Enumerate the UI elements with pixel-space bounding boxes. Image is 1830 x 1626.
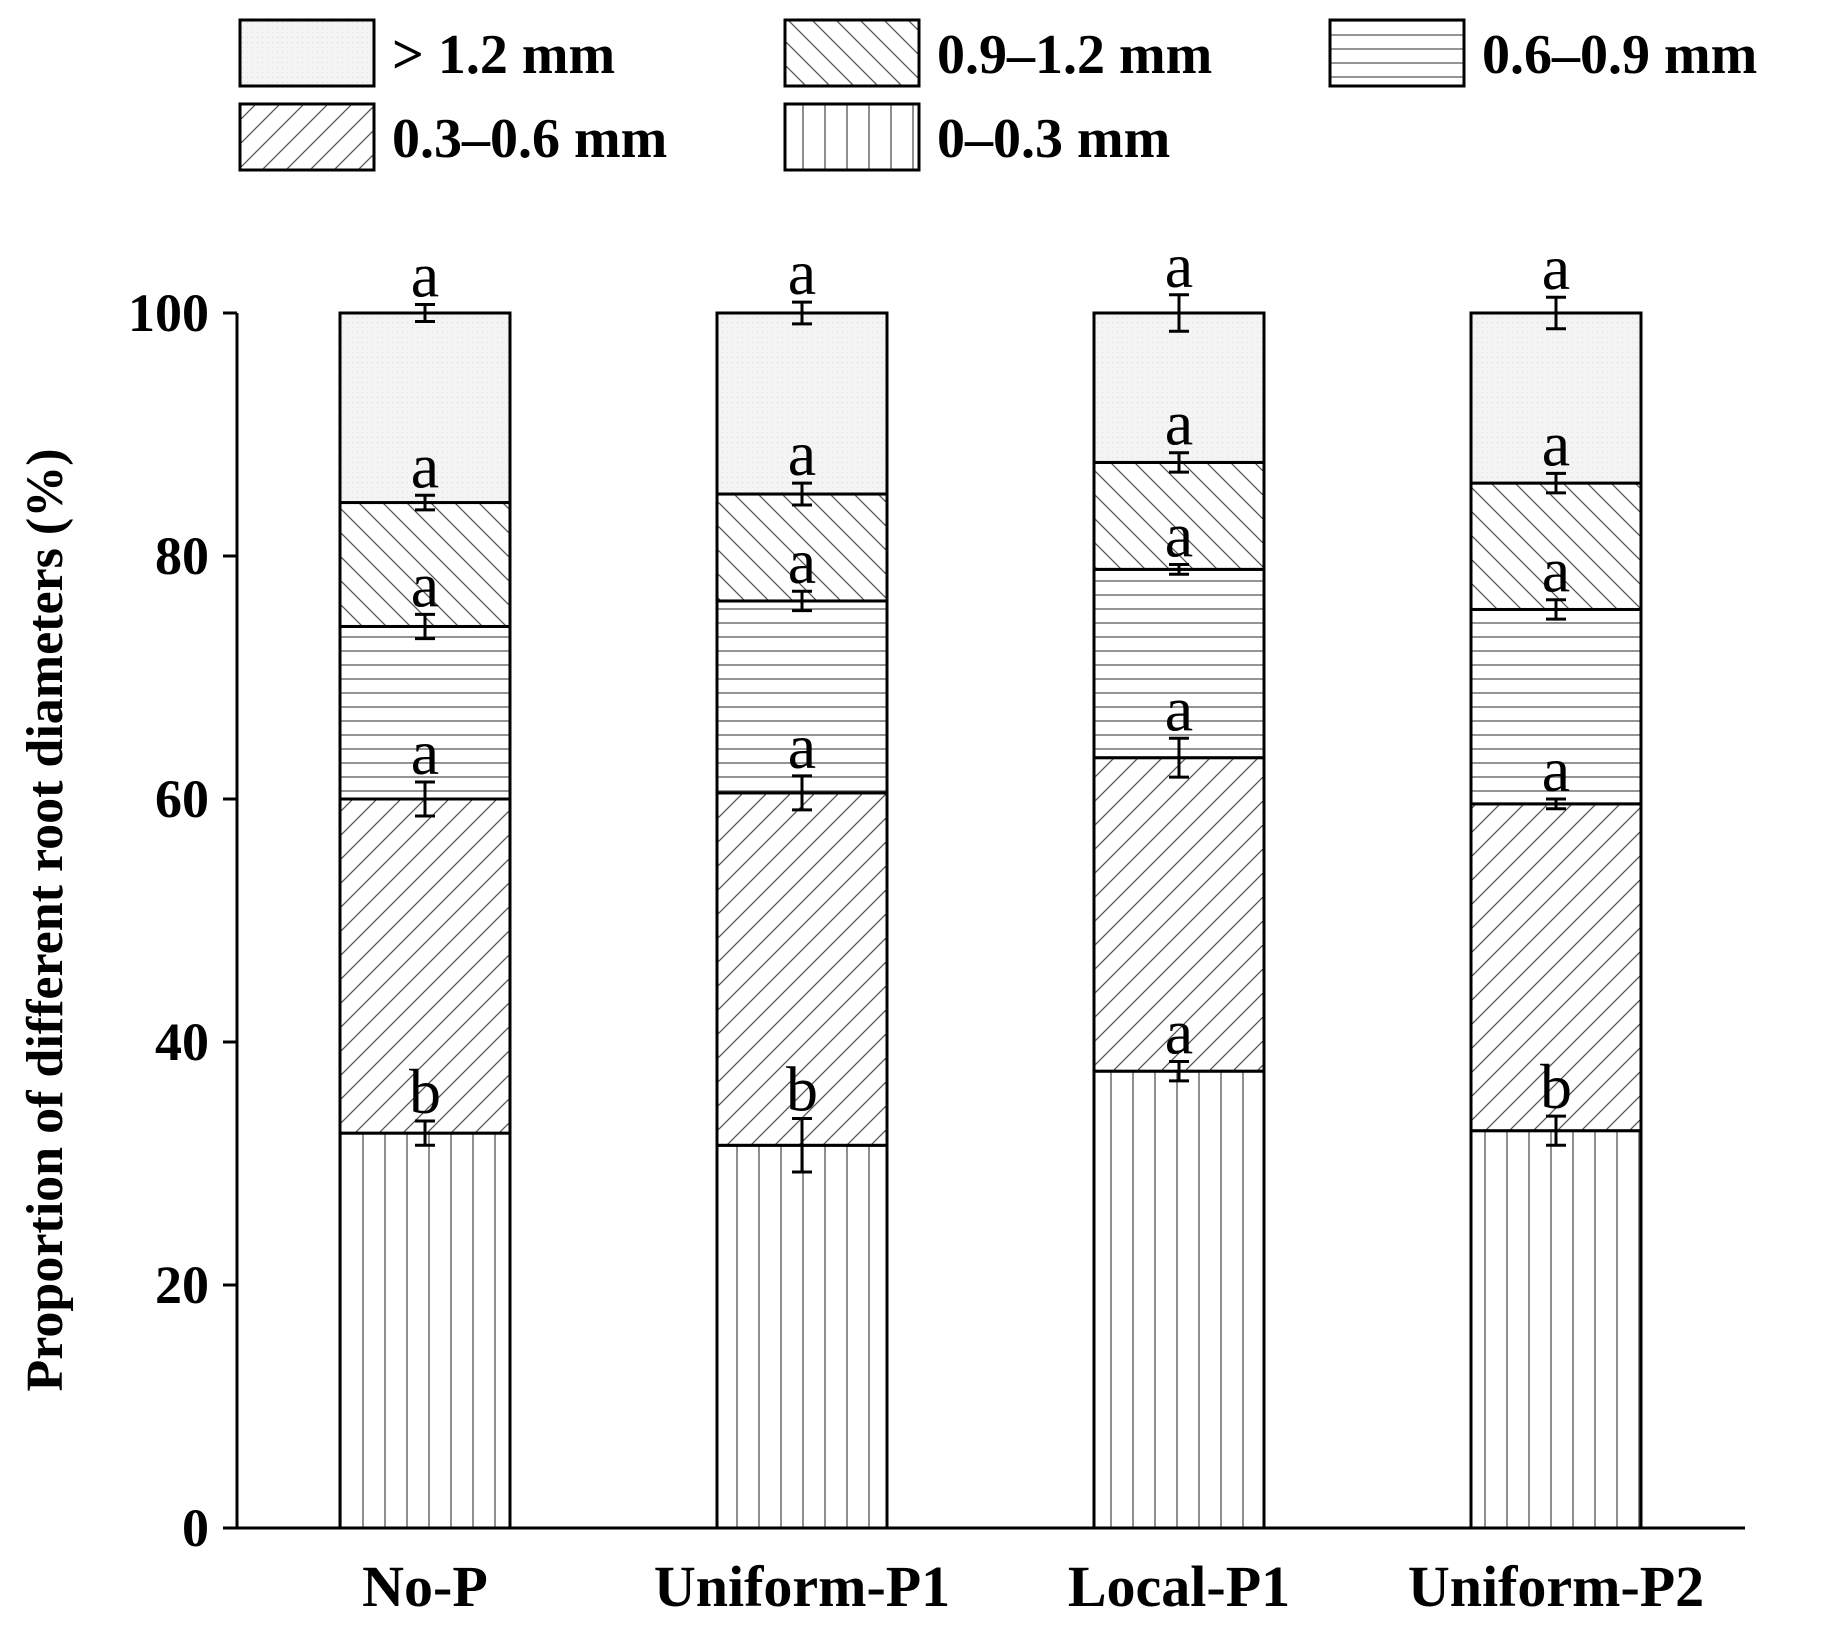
significance-letter-no-p-0-3-0-6-mm: a (411, 717, 439, 788)
bar-segment-no-p-0-3-0-6-mm (338, 797, 512, 1135)
significance-letter-uniform-p2-0-3-0-6-mm: a (1542, 734, 1570, 805)
significance-letter-no-p-1-2-mm: a (411, 239, 439, 310)
bar-segment-local-p1-0-6-0-9-mm (1092, 567, 1266, 760)
significance-letter-uniform-p1-0-0-3-mm: b (786, 1054, 818, 1125)
legend-item-0-6-0-9-mm: 0.6–0.9 mm (1328, 18, 1757, 88)
significance-letter-no-p-0-0-3-mm: b (409, 1056, 441, 1127)
error-bar-uniform-p2-0-9-1-2-mm (1546, 471, 1566, 495)
legend-item-0-3-0-6-mm: 0.3–0.6 mm (238, 102, 667, 172)
error-bar-uniform-p2-1-2-mm (1546, 295, 1566, 331)
error-bar-local-p1-1-2-mm (1169, 293, 1189, 333)
significance-letter-uniform-p2-0-9-1-2-mm: a (1542, 408, 1570, 479)
legend-label-0-0-3-mm: 0–0.3 mm (937, 108, 1170, 170)
bar-segment-uniform-p2-0-0-3-mm (1469, 1129, 1643, 1530)
significance-letter-no-p-0-6-0-9-mm: a (411, 549, 439, 620)
error-bar-local-p1-0-3-0-6-mm (1169, 736, 1189, 779)
error-bar-uniform-p1-0-0-3-mm (792, 1117, 812, 1174)
bar-segment-uniform-p2-1-2-mm (1469, 311, 1643, 485)
error-bar-no-p-0-6-0-9-mm (415, 612, 435, 641)
y-tick-label-40: 40 (155, 1012, 209, 1072)
x-tick-label-uniform-p2: Uniform-P2 (1408, 1554, 1704, 1619)
y-tick-label-20: 20 (155, 1255, 209, 1315)
legend-swatch-0-3-0-6-mm (238, 102, 376, 172)
significance-letter-uniform-p1-0-9-1-2-mm: a (788, 418, 816, 489)
legend-label-0-3-0-6-mm: 0.3–0.6 mm (392, 108, 667, 170)
x-tick-label-no-p: No-P (362, 1554, 488, 1619)
error-bars-layer (415, 293, 1566, 1174)
error-bar-uniform-p1-1-2-mm (792, 300, 812, 326)
significance-letter-local-p1-0-6-0-9-mm: a (1165, 500, 1193, 571)
legend-item-1-2-mm: > 1.2 mm (238, 18, 615, 88)
error-bar-uniform-p1-0-9-1-2-mm (792, 481, 812, 507)
significance-letter-uniform-p1-1-2-mm: a (788, 237, 816, 308)
error-bar-uniform-p1-0-3-0-6-mm (792, 774, 812, 812)
significance-letter-uniform-p2-0-6-0-9-mm: a (1542, 535, 1570, 606)
bar-segment-local-p1-0-0-3-mm (1092, 1069, 1266, 1530)
significance-letter-local-p1-0-9-1-2-mm: a (1165, 388, 1193, 459)
bars-layer (338, 311, 1643, 1530)
error-bar-local-p1-0-6-0-9-mm (1169, 563, 1189, 576)
bar-segment-uniform-p1-1-2-mm (715, 311, 889, 496)
x-tick-label-uniform-p1: Uniform-P1 (654, 1554, 950, 1619)
significance-letter-local-p1-1-2-mm: a (1165, 230, 1193, 301)
x-tick-label-local-p1: Local-P1 (1068, 1554, 1290, 1619)
axes: No-P Uniform-P1 Local-P1 Uniform-P2 0 20 40 60 8… (128, 283, 1745, 1619)
legend-swatch-1-2-mm (238, 18, 376, 88)
legend-item-0-0-3-mm: 0–0.3 mm (783, 102, 1170, 172)
bar-segment-local-p1-1-2-mm (1092, 311, 1266, 464)
significance-letter-no-p-0-9-1-2-mm: a (411, 430, 439, 501)
legend-swatch-0-0-3-mm (783, 102, 921, 172)
y-tick-label-100: 100 (128, 283, 209, 343)
error-bar-no-p-0-9-1-2-mm (415, 493, 435, 512)
bar-segment-no-p-1-2-mm (338, 311, 512, 505)
significance-letter-local-p1-0-3-0-6-mm: a (1165, 673, 1193, 744)
y-axis-title: Proportion of different root diameters (… (17, 448, 74, 1391)
legend-label-1-2-mm: > 1.2 mm (392, 24, 615, 86)
legend-label-0-6-0-9-mm: 0.6–0.9 mm (1482, 24, 1757, 86)
error-bar-uniform-p2-0-0-3-mm (1546, 1114, 1566, 1147)
y-tick-label-0: 0 (182, 1498, 209, 1558)
legend-swatch-0-9-1-2-mm (783, 18, 921, 88)
error-bar-no-p-1-2-mm (415, 302, 435, 324)
error-bar-uniform-p2-0-3-0-6-mm (1546, 797, 1566, 811)
error-bar-no-p-0-0-3-mm (415, 1119, 435, 1147)
error-bar-local-p1-0-9-1-2-mm (1169, 451, 1189, 474)
error-bar-local-p1-0-0-3-mm (1169, 1059, 1189, 1083)
error-bar-no-p-0-3-0-6-mm (415, 780, 435, 818)
y-tick-label-80: 80 (155, 526, 209, 586)
legend-label-0-9-1-2-mm: 0.9–1.2 mm (937, 24, 1212, 86)
significance-letter-uniform-p1-0-3-0-6-mm: a (788, 711, 816, 782)
bar-segment-uniform-p1-0-6-0-9-mm (715, 599, 889, 795)
error-bar-uniform-p2-0-6-0-9-mm (1546, 598, 1566, 621)
significance-letter-uniform-p2-1-2-mm: a (1542, 232, 1570, 303)
bar-segment-uniform-p1-0-3-0-6-mm (715, 791, 889, 1147)
bar-segment-uniform-p1-0-0-3-mm (715, 1143, 889, 1530)
significance-letter-uniform-p2-0-0-3-mm: b (1540, 1051, 1572, 1122)
bar-segment-no-p-0-6-0-9-mm (338, 624, 512, 801)
significance-letter-uniform-p1-0-6-0-9-mm: a (788, 526, 816, 597)
y-tick-label-60: 60 (155, 769, 209, 829)
legend-swatch-0-6-0-9-mm (1328, 18, 1466, 88)
legend: > 1.2 mm 0.9–1.2 mm 0.6–0.9 mm 0.3–0.6 mm 0–… (238, 18, 1757, 172)
error-bar-uniform-p1-0-6-0-9-mm (792, 589, 812, 613)
bar-segment-local-p1-0-9-1-2-mm (1092, 460, 1266, 571)
significance-letter-local-p1-0-0-3-mm: a (1165, 996, 1193, 1067)
bar-segment-uniform-p2-0-3-0-6-mm (1469, 802, 1643, 1133)
legend-item-0-9-1-2-mm: 0.9–1.2 mm (783, 18, 1212, 88)
bar-segment-no-p-0-0-3-mm (338, 1131, 512, 1530)
